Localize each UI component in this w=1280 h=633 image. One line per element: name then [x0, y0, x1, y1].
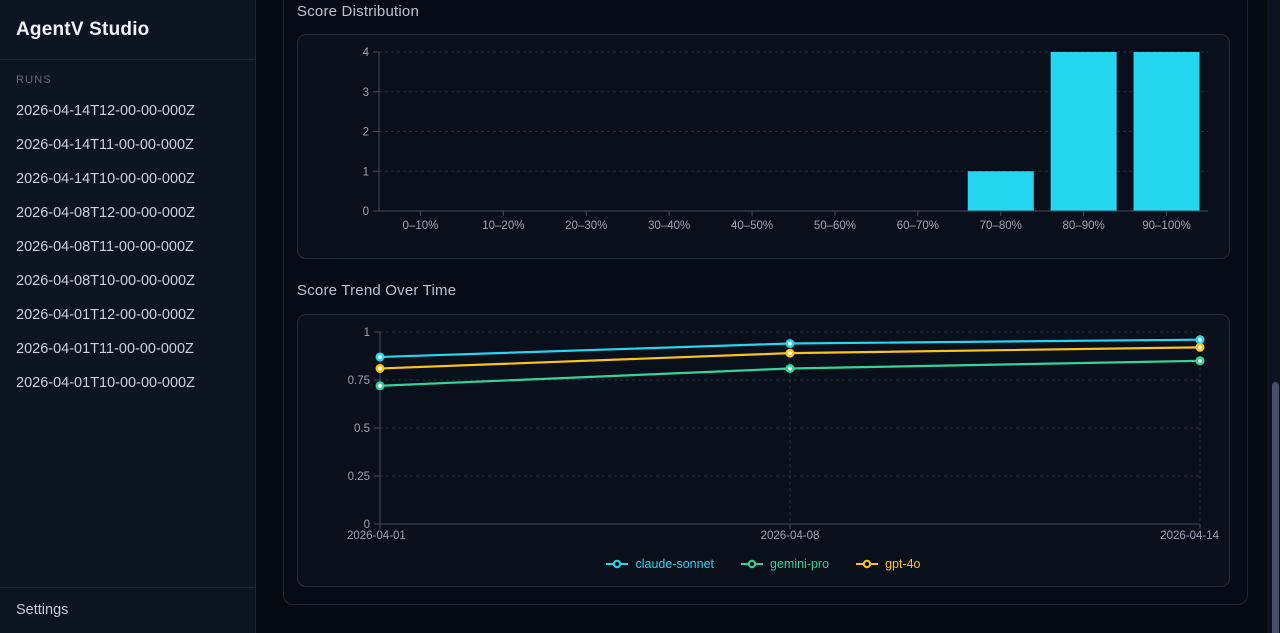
data-point-center [788, 366, 792, 371]
main-content: Score Distribution 0 1 2 3 4 0–10% 10–20% 20–30… [256, 0, 1280, 633]
y-tick-label: 1 [363, 166, 369, 178]
y-tick-label: 3 [363, 87, 369, 99]
data-point-center [378, 383, 382, 388]
bar [967, 171, 1034, 211]
runs-section-label: RUNS [16, 74, 52, 86]
legend-label: gpt-4o [885, 557, 921, 571]
score-distribution-bar-chart: 0 1 2 3 4 0–10% 10–20% 20–30% 30–40% 40–50% 50–60%… [363, 47, 1208, 232]
main-scrollbar-track[interactable] [1267, 0, 1280, 633]
y-tick-label: 0 [363, 206, 369, 218]
legend-item-gemini-pro[interactable]: gemini-pro [741, 557, 829, 571]
data-point-center [788, 351, 792, 356]
legend-label: gemini-pro [770, 557, 830, 571]
x-tick-label: 40–50% [731, 220, 773, 232]
x-tick-label: 80–90% [1063, 220, 1105, 232]
sidebar-item-run[interactable]: 2026-04-08T10-00-00-000Z [16, 273, 195, 289]
sidebar-item-run[interactable]: 2026-04-01T10-00-00-000Z [16, 375, 195, 391]
data-point-center [1198, 337, 1202, 342]
data-point-center [378, 355, 382, 359]
legend-line-dot-icon [606, 559, 629, 569]
x-tick-label: 60–70% [897, 220, 939, 232]
y-tick-label: 0.25 [348, 471, 370, 483]
x-tick-label: 50–60% [814, 220, 856, 232]
y-tick-label: 0.75 [348, 375, 370, 387]
sidebar-item-run[interactable]: 2026-04-08T11-00-00-000Z [16, 239, 194, 255]
x-tick-label: 30–40% [648, 220, 690, 232]
score-trend-chart-card: 0 0.25 0.5 0.75 1 2026-04-01 2026-04-08 2026-04… [297, 314, 1230, 587]
x-tick-label: 70–80% [980, 220, 1022, 232]
sidebar-item-run[interactable]: 2026-04-01T11-00-00-000Z [16, 341, 194, 357]
runs-list: 2026-04-14T12-00-00-000Z 2026-04-14T11-00… [0, 94, 255, 400]
sidebar-spacer [0, 400, 255, 587]
x-tick-label: 2026-04-01 [347, 530, 406, 542]
data-point-center [1198, 358, 1202, 363]
x-tick-label: 20–30% [565, 220, 607, 232]
sidebar-footer: Settings [0, 587, 255, 633]
y-tick-label: 2 [363, 127, 369, 139]
x-tick-label: 10–20% [482, 220, 524, 232]
y-tick-label: 0.5 [354, 423, 370, 435]
section-title-score-trend: Score Trend Over Time [297, 282, 457, 299]
sidebar-item-run[interactable]: 2026-04-14T12-00-00-000Z [16, 103, 195, 119]
score-trend-line-chart: 0 0.25 0.5 0.75 1 2026-04-01 2026-04-08 2026-04… [347, 327, 1220, 542]
data-point-center [788, 341, 792, 346]
y-tick-label: 1 [364, 327, 370, 339]
data-point-center [378, 366, 382, 371]
legend-label: claude-sonnet [635, 557, 714, 571]
bar [1050, 52, 1117, 211]
x-tick-label: 0–10% [403, 220, 439, 232]
sidebar: AgentV Studio RUNS 2026-04-14T12-00-00-0… [0, 0, 256, 633]
legend-line-dot-icon [856, 559, 879, 569]
sidebar-item-settings[interactable]: Settings [16, 602, 69, 618]
bar [1133, 52, 1200, 211]
legend-item-claude-sonnet[interactable]: claude-sonnet [606, 557, 714, 571]
x-tick-label: 2026-04-14 [1160, 530, 1219, 542]
sidebar-item-run[interactable]: 2026-04-14T10-00-00-000Z [16, 171, 195, 187]
legend-item-gpt-4o[interactable]: gpt-4o [856, 557, 921, 571]
data-point-center [1198, 345, 1202, 350]
sidebar-item-run[interactable]: 2026-04-01T12-00-00-000Z [16, 307, 195, 323]
app-title: AgentV Studio [0, 0, 255, 60]
chart-legend: claude-sonnet gemini-pro gpt-4o [298, 554, 1229, 574]
x-tick-label: 2026-04-08 [761, 530, 820, 542]
y-tick-label: 4 [363, 47, 370, 59]
section-title-score-distribution: Score Distribution [297, 3, 419, 20]
main-scrollbar-thumb[interactable] [1272, 382, 1279, 633]
legend-line-dot-icon [741, 559, 763, 569]
y-tick-label: 0 [364, 519, 370, 531]
dashboard-panel: Score Distribution 0 1 2 3 4 0–10% 10–20% 20–30… [283, 0, 1248, 605]
sidebar-item-run[interactable]: 2026-04-14T11-00-00-000Z [16, 137, 194, 153]
sidebar-item-run[interactable]: 2026-04-08T12-00-00-000Z [16, 205, 195, 221]
score-distribution-chart-card: 0 1 2 3 4 0–10% 10–20% 20–30% 30–40% 40–50% 50–60%… [297, 34, 1230, 259]
x-tick-label: 90–100% [1142, 220, 1191, 232]
